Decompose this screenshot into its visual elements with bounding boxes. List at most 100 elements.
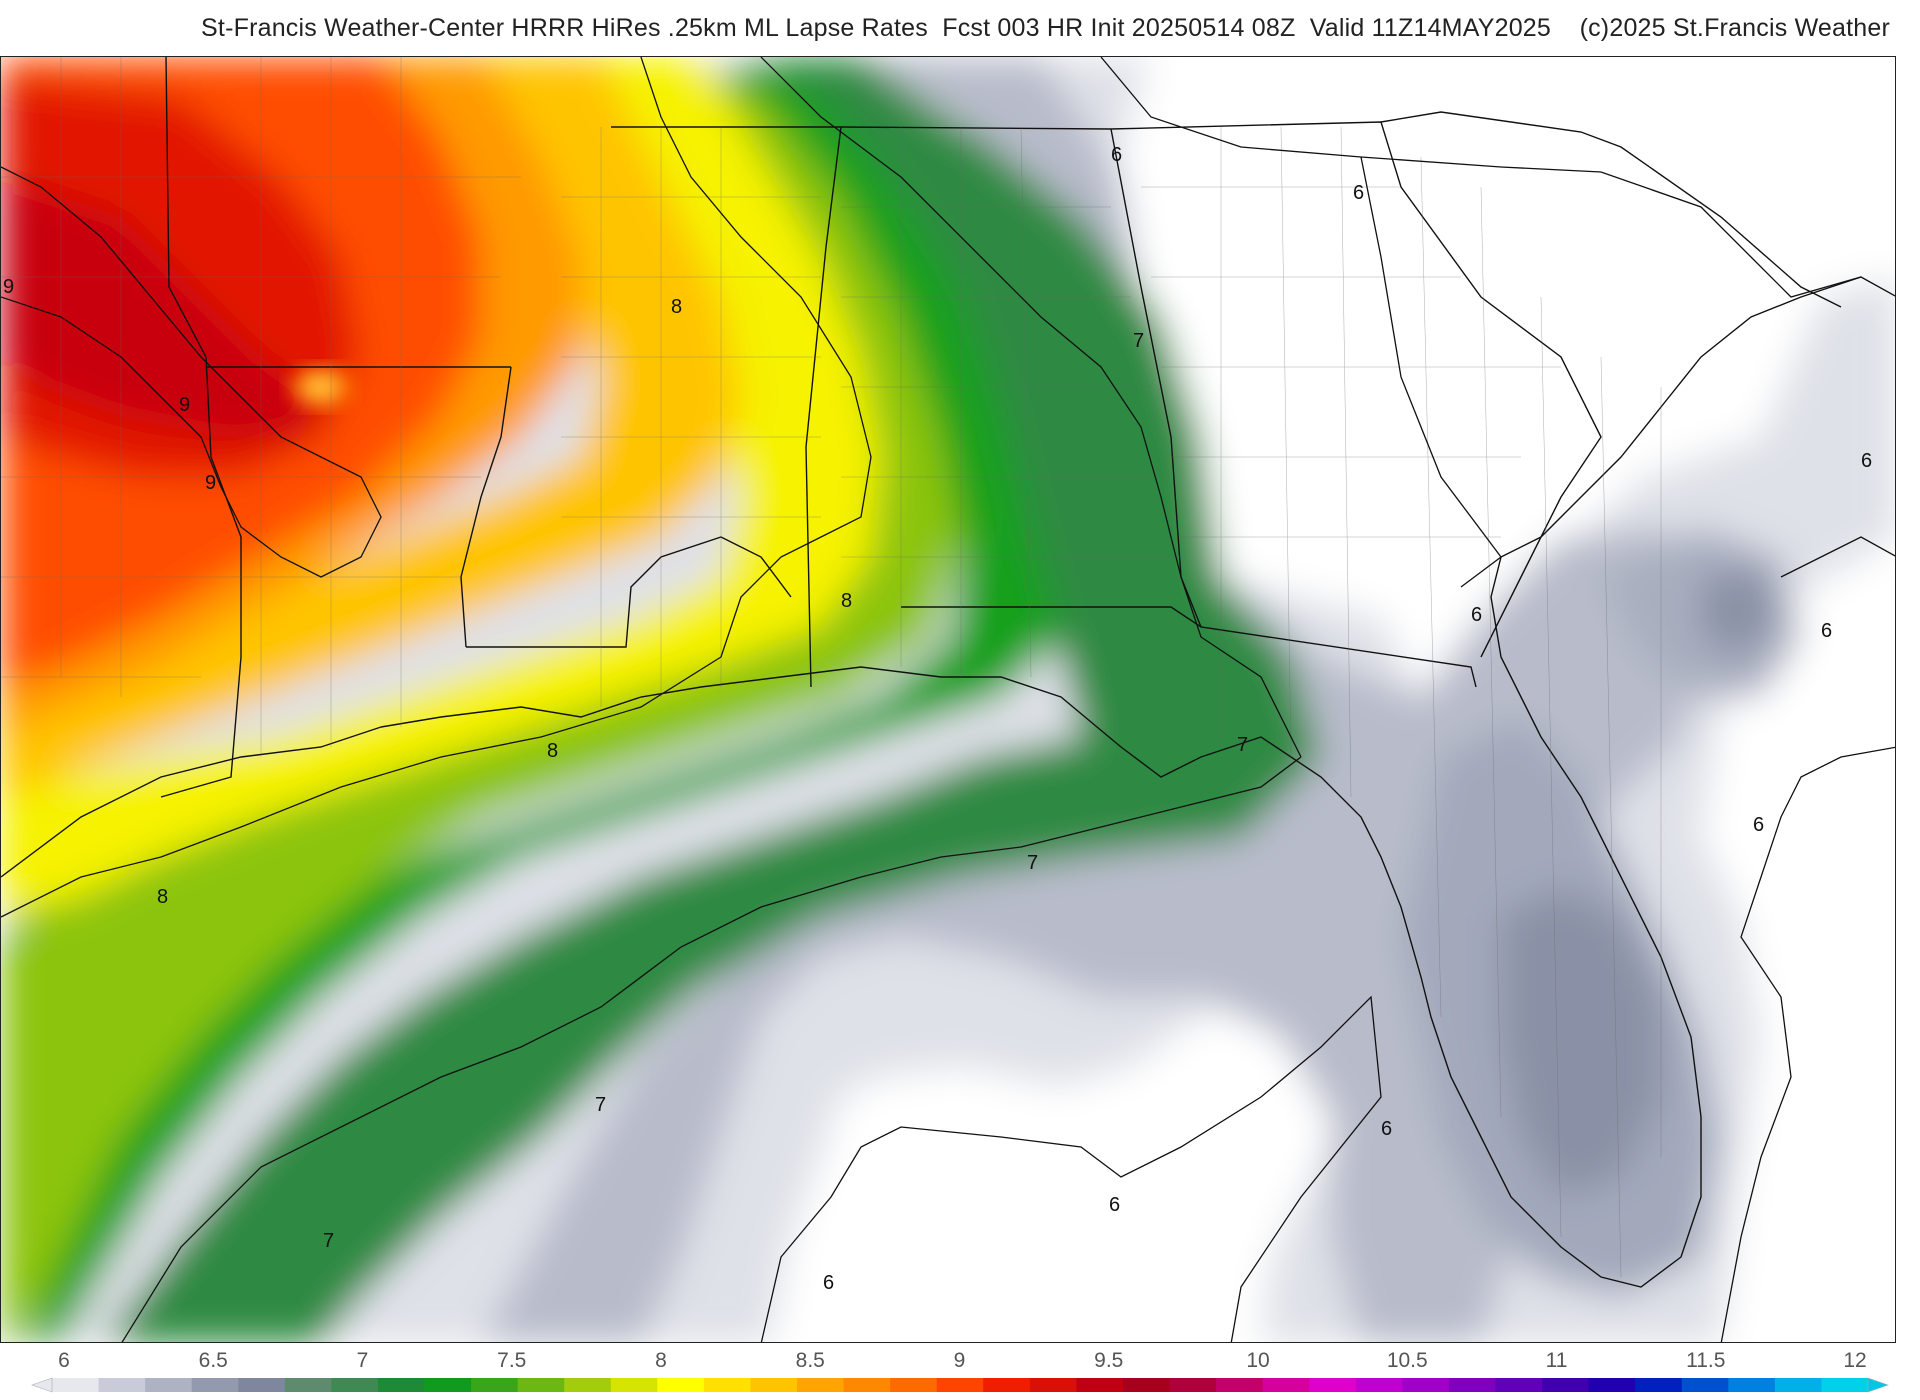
colorbar-cell (1495, 1378, 1543, 1392)
map-title: St-Francis Weather-Center HRRR HiRes .25… (201, 14, 1890, 42)
contour-label: 8 (671, 296, 682, 318)
contour-label: 9 (205, 472, 216, 494)
colorbar-cell (517, 1378, 565, 1392)
field-6-8b (1701, 567, 1781, 657)
field-7 (102, 57, 1321, 1342)
boundary-ok-ar (165, 57, 207, 358)
boundary-tx-la (160, 356, 242, 798)
colorbar-cell (1262, 1378, 1310, 1392)
lapse-rate-map: 6 6 6 6 6 6 6 6 6 7 7 7 7 7 8 8 8 8 9 9 … (1, 57, 1895, 1342)
colorbar-cell (1355, 1378, 1403, 1392)
contour-7 (121, 756, 1302, 1342)
colorbar-tick-label: 10.5 (1387, 1349, 1428, 1372)
contour-7-north (760, 57, 1302, 758)
contour-label: 9 (179, 394, 190, 416)
colorbar-cell (750, 1378, 798, 1392)
contour-label: 8 (157, 886, 168, 908)
colorbar-cell (797, 1378, 845, 1392)
colorbar-tick-label: 9.5 (1094, 1349, 1123, 1372)
colorbar-cell (936, 1378, 984, 1392)
colorbar-tick-label: 11 (1546, 1349, 1568, 1372)
contour-label: 9 (3, 276, 14, 298)
colorbar-tick-label: 6 (58, 1349, 70, 1372)
colorbar-cell (471, 1378, 519, 1392)
contour-lines (1, 57, 1895, 1342)
colorbar-cell (1029, 1378, 1077, 1392)
lapse-rate-maxima (291, 367, 351, 407)
contour-label: 6 (1111, 144, 1122, 166)
field-9-5 (1, 177, 321, 437)
colorbar-tick-label: 7 (357, 1349, 369, 1372)
state-boundaries (1, 57, 1862, 1288)
colorbar-cell (424, 1378, 472, 1392)
colorbar-cell (890, 1378, 938, 1392)
colorbar-cell (1681, 1378, 1729, 1392)
colorbar-cell (191, 1378, 239, 1392)
colorbar-cell (1635, 1378, 1683, 1392)
colorbar-cell (284, 1378, 332, 1392)
field-below-6-east (1701, 538, 1895, 1342)
contour-label: 6 (1861, 450, 1872, 472)
colorbar-cell (331, 1378, 379, 1392)
colorbar-cell (145, 1378, 193, 1392)
colorbar-right-arrow (1867, 1377, 1889, 1393)
colorbar-cell (703, 1378, 751, 1392)
boundary-fl-al (901, 606, 1477, 688)
colorbar-cell (564, 1378, 612, 1392)
contour-label: 7 (323, 1230, 334, 1252)
title-bar: St-Francis Weather-Center HRRR HiRes .25… (0, 0, 1920, 56)
county-boundaries (1, 57, 1662, 1278)
colorbar-cell (610, 1378, 658, 1392)
contour-8 (1, 57, 872, 918)
colorbar-cell (1588, 1378, 1636, 1392)
colorbar-tick-label: 8 (655, 1349, 667, 1372)
boundary-al-ga (1110, 128, 1202, 628)
colorbar-cell (1216, 1378, 1264, 1392)
colorbar-svg: 6 6.5 7 7.5 8 8.5 9 9.5 10 10.5 11 11.5 12 (31, 1349, 1889, 1393)
colorbar-cells (52, 1378, 1869, 1392)
field-7-8 (1, 57, 961, 1342)
contour-label: 6 (823, 1272, 834, 1294)
map-panel: 6 6 6 6 6 6 6 6 6 7 7 7 7 7 8 8 8 8 9 9 … (0, 56, 1896, 1343)
contour-label: 6 (1109, 1194, 1120, 1216)
boundary-ga-sc (1110, 121, 1602, 658)
contour-6-gulf (760, 995, 1382, 1342)
colorbar-tick-label: 9 (954, 1349, 966, 1372)
colorbar: 6 6.5 7 7.5 8 8.5 9 9.5 10 10.5 11 11.5 12 (0, 1343, 1920, 1400)
field-6-5 (482, 57, 1721, 1342)
lapse-rate-field (1, 57, 1895, 1342)
coastline-gulf (1, 556, 1702, 1288)
contour-label: 6 (1471, 604, 1482, 626)
colorbar-tick-label: 10 (1246, 1349, 1269, 1372)
colorbar-cell (377, 1378, 426, 1392)
contour-label: 7 (1237, 734, 1248, 756)
field-7-5 (31, 57, 1061, 1342)
contour-label: 7 (1027, 852, 1038, 874)
contour-label: 8 (841, 590, 852, 612)
colorbar-tick-labels: 6 6.5 7 7.5 8 8.5 9 9.5 10 10.5 11 11.5 12 (58, 1349, 1867, 1372)
boundary-ms-river (460, 366, 512, 648)
colorbar-cell (657, 1378, 705, 1392)
colorbar-tick-label: 8.5 (796, 1349, 825, 1372)
contour-9 (1, 166, 382, 578)
field-6-8 (1501, 887, 1661, 1197)
colorbar-cell (1728, 1378, 1776, 1392)
colorbar-cell (1402, 1378, 1450, 1392)
colorbar-tick-label: 12 (1843, 1349, 1866, 1372)
contour-label-group: 6 6 6 6 6 6 6 6 6 7 7 7 7 7 8 8 8 8 9 9 … (3, 144, 1872, 1294)
contour-6-east2 (1780, 536, 1895, 578)
contour-6-ne (1100, 57, 1895, 298)
boundary-ms-al (805, 126, 842, 688)
colorbar-cell (52, 1378, 100, 1392)
contour-label: 6 (1381, 1118, 1392, 1140)
contour-6-east (1720, 746, 1895, 1342)
colorbar-cell (1448, 1378, 1496, 1392)
contour-label: 6 (1353, 182, 1364, 204)
contour-6-mid (1360, 156, 1502, 588)
colorbar-left-arrow (31, 1377, 53, 1393)
colorbar-cell (1169, 1378, 1217, 1392)
field-below-6-ne (1101, 57, 1895, 717)
boundary-nc-sc (1380, 111, 1842, 308)
colorbar-cell (983, 1378, 1031, 1392)
colorbar-cell (1309, 1378, 1357, 1392)
